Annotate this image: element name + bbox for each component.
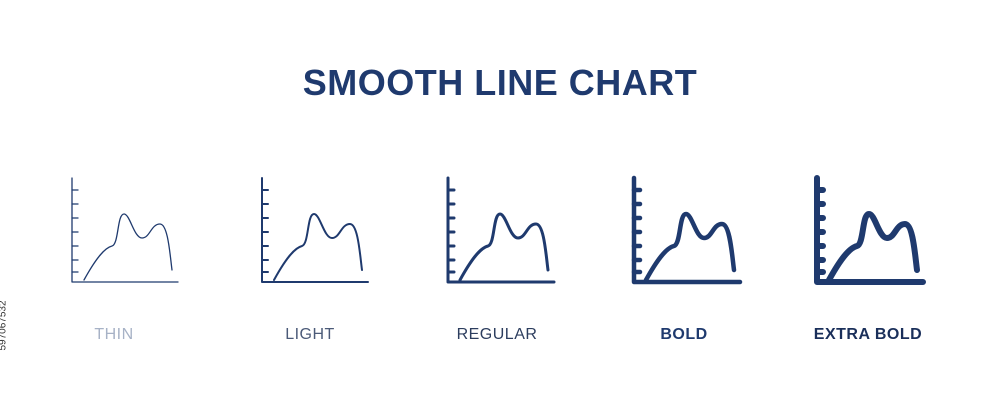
icon-regular <box>446 176 556 284</box>
icon-bold <box>634 178 740 282</box>
page-title: SMOOTH LINE CHART <box>302 62 698 103</box>
icon-thin <box>71 177 179 283</box>
label-bold: BOLD <box>660 326 708 343</box>
icon-extra-bold <box>817 178 923 282</box>
label-extra-bold: EXTRA BOLD <box>813 326 923 343</box>
icon-light <box>261 177 369 283</box>
label-regular: REGULAR <box>456 326 538 343</box>
label-thin: THIN <box>94 326 134 343</box>
label-light: LIGHT <box>285 326 335 343</box>
